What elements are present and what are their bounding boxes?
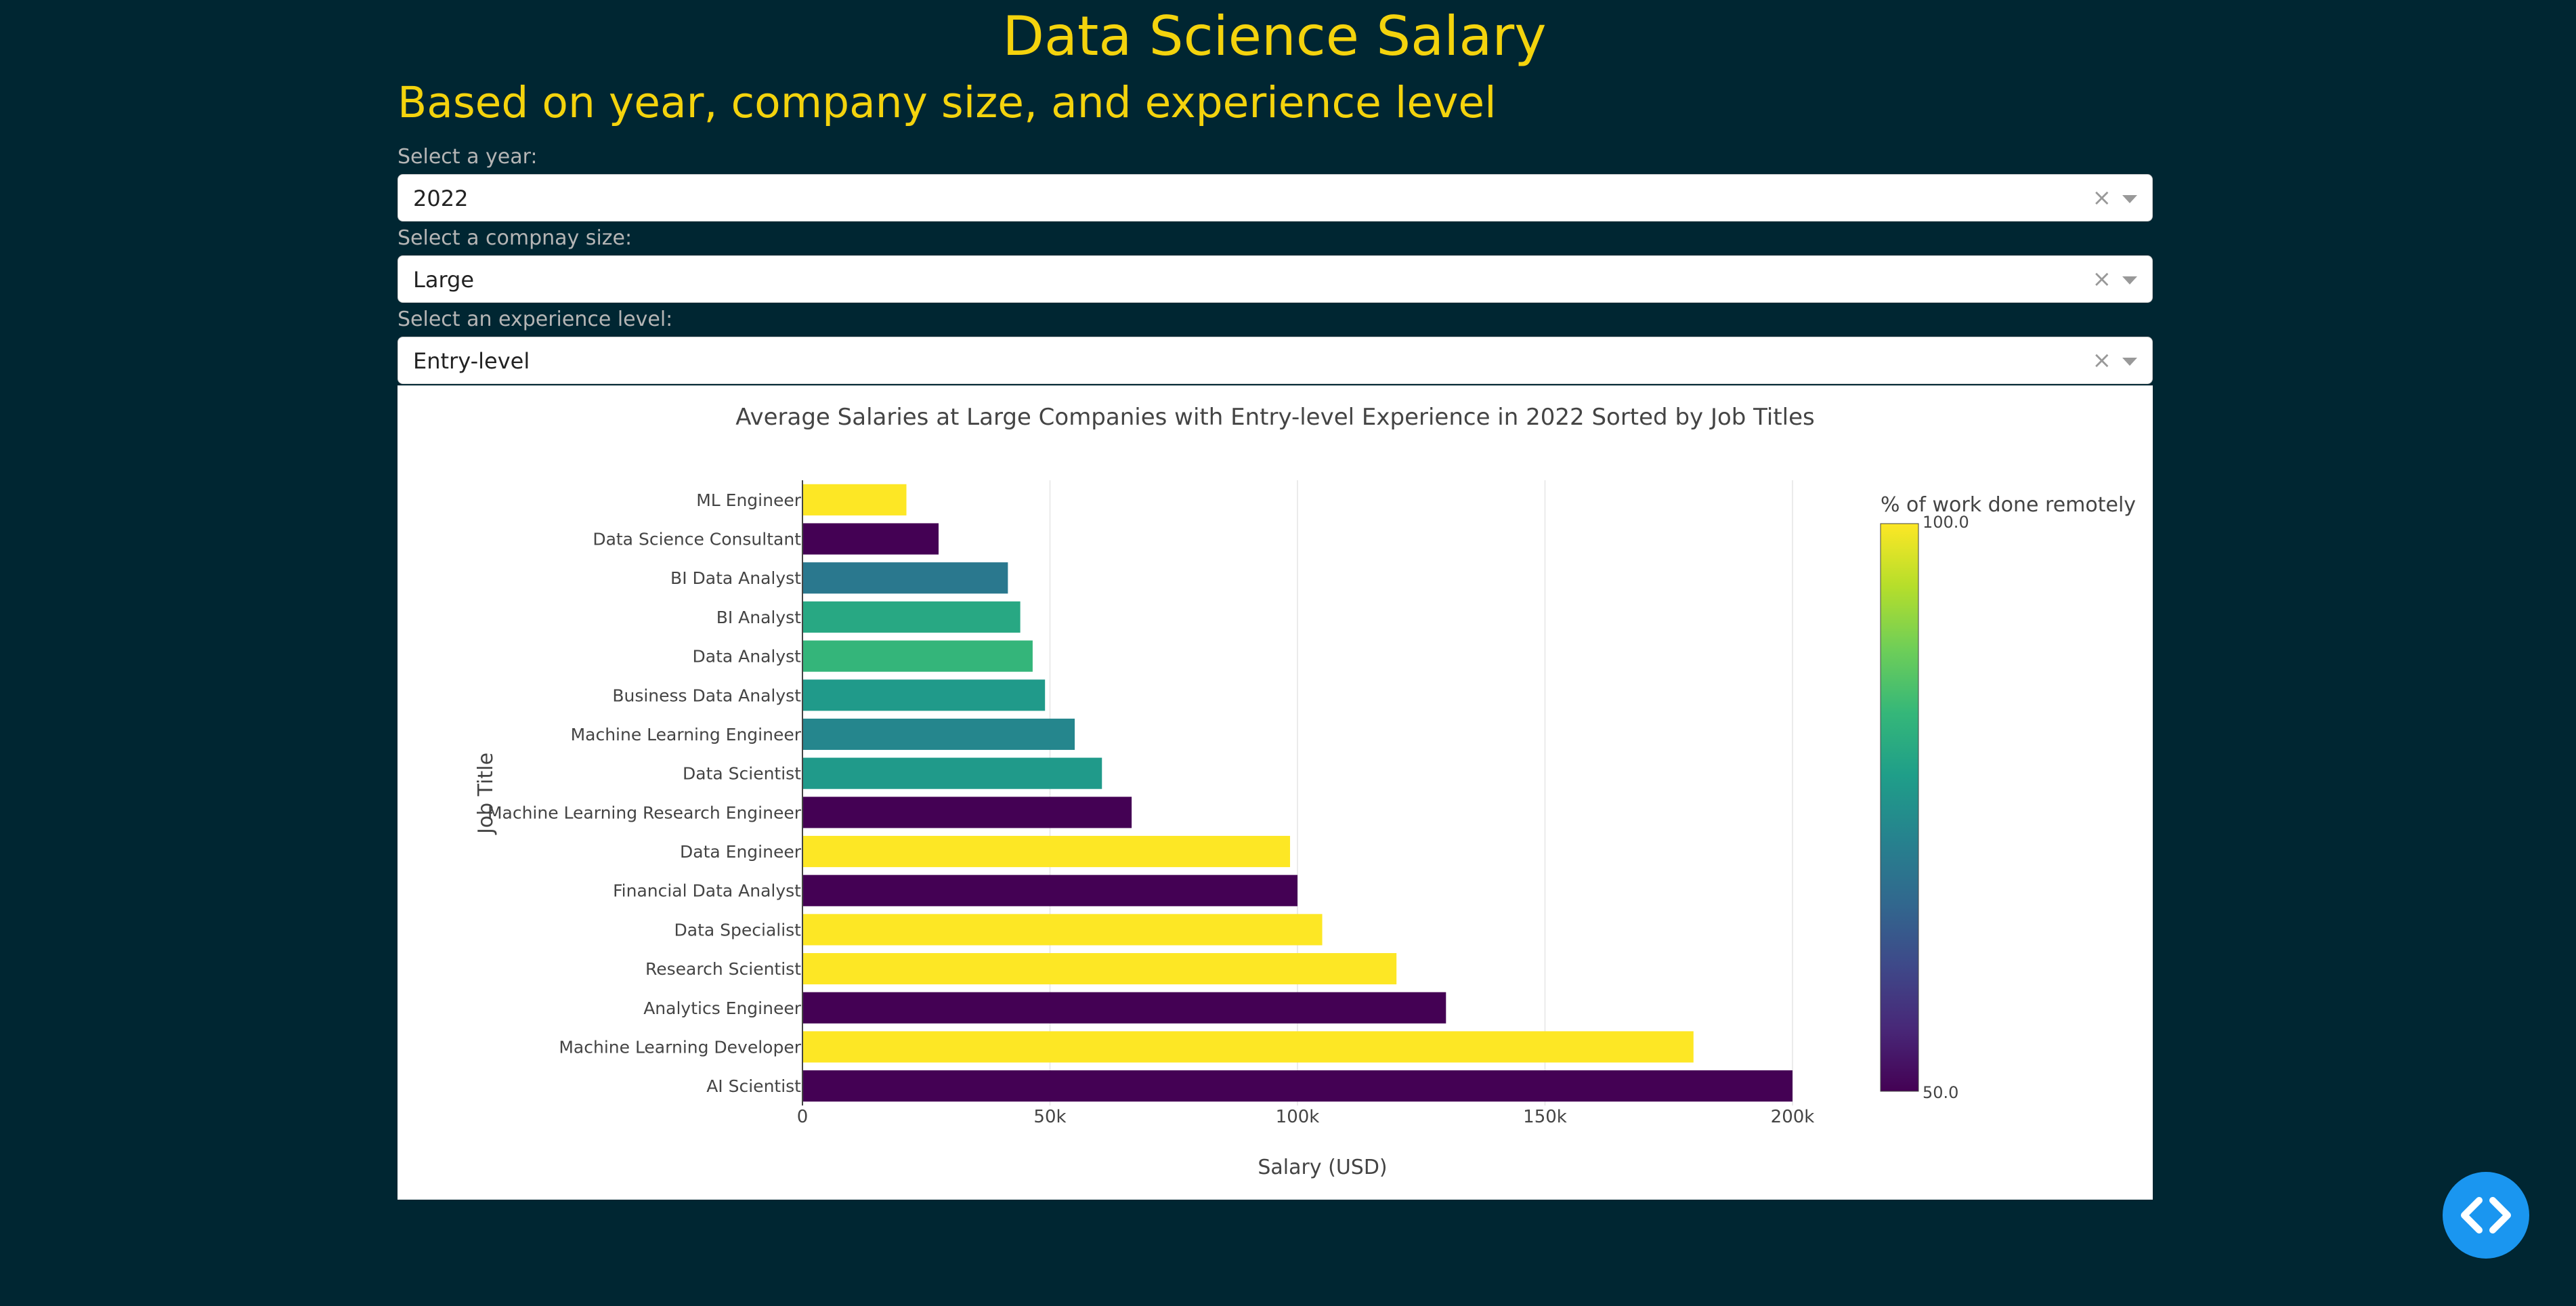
y-tick-label: Machine Learning Engineer [571, 725, 802, 744]
colorbar-title: % of work done remotely [1881, 493, 2136, 517]
y-axis-title: Job Title [474, 753, 498, 835]
y-tick-label: BI Data Analyst [670, 568, 801, 588]
bar [802, 562, 1008, 594]
experience-select-value: Entry-level [413, 348, 530, 374]
y-tick-label: Data Engineer [680, 842, 802, 862]
y-tick-label: Analytics Engineer [643, 998, 802, 1018]
bar [802, 835, 1291, 868]
year-select[interactable]: 2022 × [398, 174, 2153, 222]
bar [802, 757, 1102, 789]
x-tick-label: 150k [1523, 1107, 1567, 1127]
bar [802, 601, 1021, 633]
colorbar [1880, 523, 1919, 1092]
y-tick-label: Financial Data Analyst [613, 881, 801, 901]
bar [802, 992, 1446, 1024]
x-tick-label: 0 [797, 1107, 809, 1127]
x-tick-label: 50k [1033, 1107, 1066, 1127]
bar [802, 1070, 1793, 1102]
y-tick-label: Business Data Analyst [612, 686, 801, 705]
year-label: Select a year: [398, 145, 538, 169]
bar [802, 797, 1132, 828]
company-size-select[interactable]: Large × [398, 255, 2153, 303]
bar [802, 523, 939, 555]
code-brackets-icon [2461, 1197, 2511, 1234]
experience-select[interactable]: Entry-level × [398, 337, 2153, 384]
year-select-value: 2022 [413, 186, 469, 211]
x-tick-label: 100k [1276, 1107, 1320, 1127]
experience-label: Select an experience level: [398, 308, 673, 331]
y-tick-label: Machine Learning Research Engineer [488, 803, 802, 822]
bar [802, 914, 1323, 946]
page-subtitle: Based on year, company size, and experie… [398, 78, 1497, 127]
company-size-select-value: Large [413, 267, 475, 293]
y-tick-label: AI Scientist [706, 1076, 801, 1096]
bar [802, 1031, 1694, 1063]
chart-title: Average Salaries at Large Companies with… [735, 404, 1815, 431]
bar [802, 953, 1397, 985]
y-tick-label: Machine Learning Developer [559, 1037, 801, 1057]
y-tick-label: BI Analyst [716, 608, 802, 627]
x-tick-label: 200k [1771, 1107, 1815, 1127]
year-clear-icon[interactable]: × [2092, 184, 2112, 211]
y-tick-label: Data Specialist [674, 920, 802, 940]
experience-clear-icon[interactable]: × [2092, 347, 2112, 374]
experience-chevron-down-icon[interactable] [2122, 358, 2137, 366]
bar [802, 640, 1033, 672]
bar [802, 875, 1297, 906]
y-tick-label: Data Science Consultant [593, 530, 801, 549]
y-tick-label: Data Analyst [693, 647, 802, 667]
y-tick-label: Research Scientist [645, 959, 801, 979]
y-tick-label: Data Scientist [683, 764, 801, 784]
bar [802, 718, 1075, 751]
bar [802, 679, 1046, 711]
colorbar-tick-label: 100.0 [1923, 513, 1969, 532]
salary-chart-panel: Average Salaries at Large Companies with… [398, 385, 2153, 1200]
year-chevron-down-icon[interactable] [2122, 195, 2137, 203]
code-toggle-button[interactable] [2443, 1172, 2529, 1259]
colorbar-tick-label: 50.0 [1923, 1083, 1958, 1102]
y-tick-label: ML Engineer [696, 490, 802, 510]
x-axis-title: Salary (USD) [1258, 1156, 1387, 1179]
company-size-clear-icon[interactable]: × [2092, 266, 2112, 293]
bar [802, 484, 907, 515]
company-size-chevron-down-icon[interactable] [2122, 276, 2137, 285]
salary-bar-chart: Average Salaries at Large Companies with… [474, 404, 2136, 1179]
company-size-label: Select a compnay size: [398, 226, 632, 250]
page-title: Data Science Salary [1002, 5, 1547, 68]
